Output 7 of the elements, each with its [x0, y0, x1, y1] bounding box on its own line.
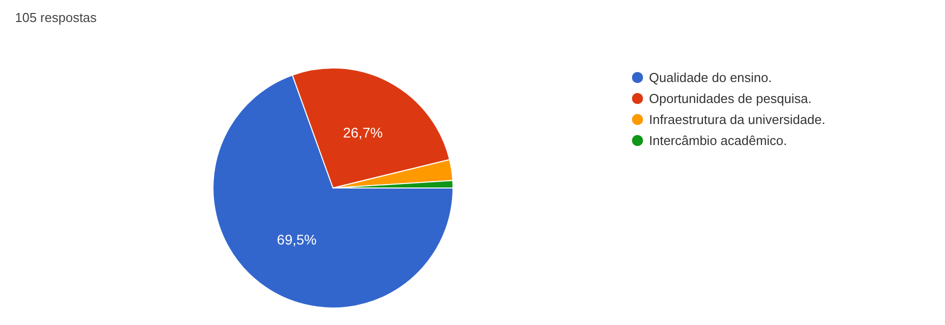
data-label: 69,5%: [276, 232, 317, 248]
text: 105 respostas: [15, 10, 98, 25]
legend-label: Intercâmbio acadêmico.: [649, 133, 788, 148]
legend-label: Infraestrutura da universidade.: [649, 112, 826, 127]
legend-label: Oportunidades de pesquisa.: [649, 91, 812, 106]
legend-label: Qualidade do ensino.: [649, 70, 772, 85]
data-label: 26,7%: [342, 124, 383, 141]
